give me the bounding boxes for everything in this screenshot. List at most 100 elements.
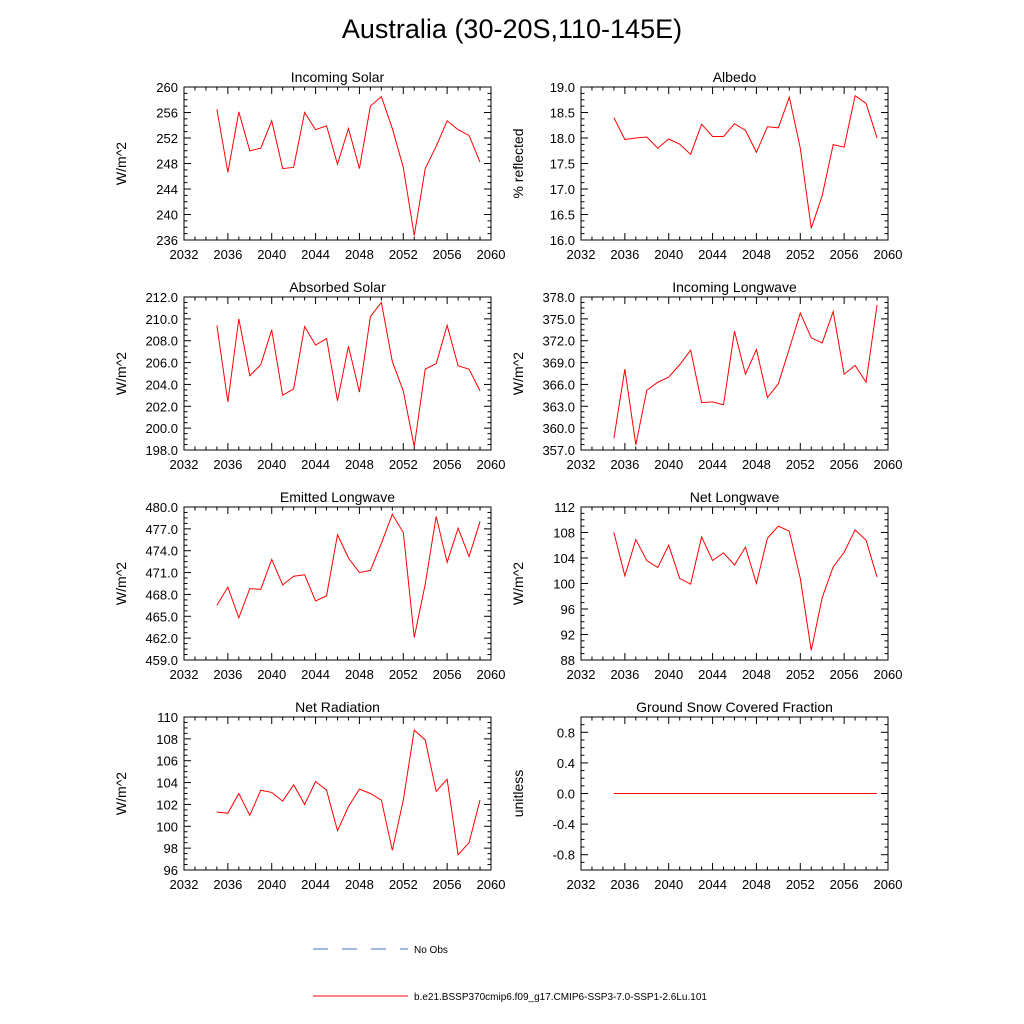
y-tick-label: 96 — [164, 863, 178, 878]
x-tick-label: 2036 — [213, 247, 242, 262]
panel-title: Ground Snow Covered Fraction — [636, 699, 833, 715]
x-tick-label: 2040 — [257, 247, 286, 262]
y-tick-label: 17.0 — [550, 182, 575, 197]
legend: No Obs b.e21.BSSP370cmip6.f09_g17.CMIP6-… — [313, 945, 707, 1003]
x-tick-label: 2056 — [433, 247, 462, 262]
legend-label-model: b.e21.BSSP370cmip6.f09_g17.CMIP6-SSP3-7.… — [414, 992, 707, 1003]
x-tick-label: 2056 — [830, 247, 859, 262]
series-line — [216, 95, 481, 236]
panel-absorbed-solar: Absorbed Solar W/m^2 2032 2036 2040 2044 2048 2… — [113, 279, 505, 472]
x-tick-label: 2048 — [345, 667, 374, 682]
series-line — [216, 301, 481, 447]
y-tick-label: 104 — [553, 551, 575, 566]
x-tick-label: 2036 — [610, 457, 639, 472]
y-axis-label: unitless — [510, 770, 526, 817]
y-tick-label: 198.0 — [145, 443, 178, 458]
plot-frame — [580, 86, 889, 241]
x-tick-label: 2056 — [830, 667, 859, 682]
x-tick-label: 2036 — [610, 877, 639, 892]
panel-emitted-longwave: Emitted Longwave W/m^2 2032 2036 2040 2044 204… — [113, 489, 505, 682]
y-tick-label: 100 — [156, 819, 178, 834]
x-tick-label: 2052 — [389, 247, 418, 262]
y-tick-label: 204.0 — [145, 377, 178, 392]
y-tick-label: 88 — [561, 653, 575, 668]
x-tick-label: 2036 — [213, 667, 242, 682]
x-tick-label: 2032 — [170, 247, 199, 262]
y-tick-label: 375.0 — [542, 312, 575, 327]
x-tick-label: 2052 — [389, 877, 418, 892]
plot-frame — [580, 296, 889, 451]
panel-title: Emitted Longwave — [280, 489, 395, 505]
y-tick-label: 369.0 — [542, 356, 575, 371]
x-tick-label: 2052 — [786, 877, 815, 892]
plot-frame — [580, 506, 889, 661]
x-tick-label: 2056 — [830, 877, 859, 892]
y-tick-label: 236 — [156, 233, 178, 248]
x-tick-label: 2032 — [170, 667, 199, 682]
chart-panels: Incoming Solar W/m^2 2032 2036 2040 2044 2048 2… — [113, 69, 902, 892]
y-tick-label: 248 — [156, 157, 178, 172]
plot-frame — [183, 506, 492, 661]
panel-incoming-longwave: Incoming Longwave W/m^2 2032 2036 2040 2044 20… — [510, 279, 902, 472]
x-tick-label: 2044 — [698, 667, 727, 682]
y-tick-label: 200.0 — [145, 421, 178, 436]
panel-incoming-solar: Incoming Solar W/m^2 2032 2036 2040 2044 2048 2… — [113, 69, 505, 262]
series-line — [216, 513, 481, 638]
y-axis-label: % reflected — [510, 128, 526, 198]
panel-ground-snow-covered-fraction: Ground Snow Covered Fraction unitless 2032… — [510, 699, 902, 892]
x-tick-label: 2060 — [477, 457, 506, 472]
x-tick-label: 2040 — [257, 877, 286, 892]
x-tick-label: 2060 — [477, 247, 506, 262]
panel-title: Absorbed Solar — [289, 279, 386, 295]
panel-title: Incoming Solar — [291, 69, 385, 85]
x-tick-label: 2052 — [389, 667, 418, 682]
x-tick-label: 2052 — [786, 667, 815, 682]
y-tick-label: 480.0 — [145, 500, 178, 515]
x-tick-label: 2048 — [742, 247, 771, 262]
x-tick-label: 2056 — [830, 457, 859, 472]
figure-title: Australia (30-20S,110-145E) — [341, 14, 683, 44]
y-tick-label: 206.0 — [145, 356, 178, 371]
plot-frame — [183, 716, 492, 871]
y-tick-label: 366.0 — [542, 377, 575, 392]
y-axis-label: W/m^2 — [510, 562, 526, 605]
y-tick-label: 96 — [561, 602, 575, 617]
y-tick-label: 108 — [156, 732, 178, 747]
y-tick-label: -0.8 — [553, 848, 575, 863]
y-tick-label: 0.8 — [557, 725, 575, 740]
y-tick-label: 210.0 — [145, 312, 178, 327]
panel-title: Albedo — [713, 69, 757, 85]
x-tick-label: 2044 — [698, 457, 727, 472]
y-tick-label: 106 — [156, 754, 178, 769]
x-tick-label: 2044 — [301, 247, 330, 262]
x-tick-label: 2056 — [433, 877, 462, 892]
panel-net-longwave: Net Longwave W/m^2 2032 2036 2040 2044 2048 205… — [510, 489, 902, 682]
x-tick-label: 2032 — [567, 667, 596, 682]
x-tick-label: 2052 — [786, 247, 815, 262]
x-tick-label: 2060 — [874, 667, 903, 682]
x-tick-label: 2044 — [301, 457, 330, 472]
y-tick-label: 252 — [156, 131, 178, 146]
x-tick-label: 2032 — [567, 877, 596, 892]
x-tick-label: 2056 — [433, 667, 462, 682]
x-tick-label: 2040 — [654, 247, 683, 262]
y-tick-label: 16.0 — [550, 233, 575, 248]
panel-title: Net Longwave — [690, 489, 780, 505]
y-tick-label: 357.0 — [542, 443, 575, 458]
y-tick-label: 256 — [156, 106, 178, 121]
y-tick-label: 112 — [554, 500, 575, 515]
x-tick-label: 2036 — [610, 667, 639, 682]
x-tick-label: 2060 — [477, 667, 506, 682]
y-tick-label: 202.0 — [145, 399, 178, 414]
y-tick-label: 102 — [156, 797, 178, 812]
y-tick-label: 0.0 — [557, 787, 575, 802]
y-tick-label: 110 — [157, 710, 178, 725]
x-tick-label: 2048 — [345, 457, 374, 472]
y-tick-label: 474.0 — [145, 544, 178, 559]
x-tick-label: 2060 — [874, 247, 903, 262]
x-tick-label: 2048 — [742, 667, 771, 682]
x-tick-label: 2032 — [567, 247, 596, 262]
plot-frame — [183, 296, 492, 451]
x-tick-label: 2060 — [874, 877, 903, 892]
x-tick-label: 2040 — [654, 877, 683, 892]
